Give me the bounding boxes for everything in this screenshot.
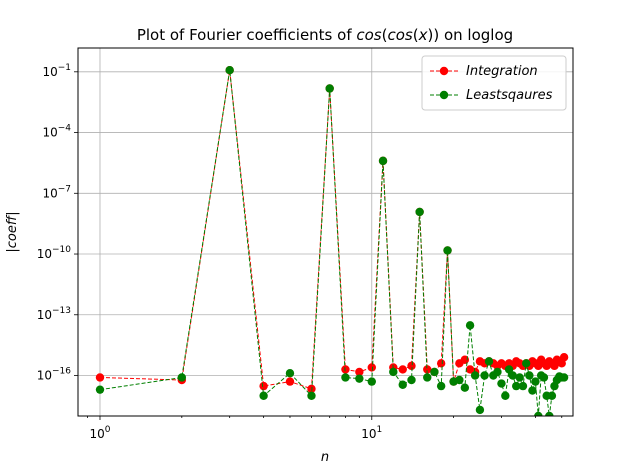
data-point — [559, 353, 569, 362]
y-tick-label: 10−7 — [42, 184, 71, 200]
data-point — [512, 381, 521, 391]
data-point — [177, 373, 187, 382]
data-point — [95, 373, 105, 382]
data-point — [367, 377, 376, 386]
data-point — [436, 381, 446, 391]
data-point — [430, 367, 439, 377]
data-point — [367, 363, 376, 372]
y-tick-label: 10−10 — [37, 245, 72, 261]
data-point — [355, 374, 364, 383]
data-point — [285, 369, 295, 378]
data-point — [547, 391, 557, 400]
data-point — [259, 381, 268, 391]
data-point — [528, 386, 537, 395]
data-point — [518, 381, 528, 391]
legend-marker — [439, 90, 449, 100]
data-point — [415, 207, 424, 217]
data-point — [455, 375, 464, 385]
legend-box — [421, 55, 567, 111]
grid-lines — [78, 48, 573, 416]
x-axis: 100 101 — [87, 416, 563, 441]
data-point — [355, 367, 364, 377]
data-point — [460, 383, 470, 392]
data-point — [378, 156, 388, 166]
data-point — [407, 375, 416, 385]
data-point — [508, 371, 517, 380]
legend-marker — [439, 66, 449, 76]
series-line — [99, 70, 565, 390]
legend-label: Leastsqaures — [466, 88, 553, 103]
y-tick-label: 10−4 — [42, 124, 71, 140]
series-layer — [95, 66, 569, 416]
y-tick-label: 10−16 — [37, 367, 72, 383]
data-point — [504, 365, 514, 374]
data-point — [522, 359, 531, 368]
y-axis-label: |coeff| — [5, 211, 20, 252]
data-point — [341, 373, 350, 382]
data-point — [531, 377, 540, 386]
data-point — [480, 371, 489, 380]
data-point — [484, 357, 494, 366]
data-point — [559, 373, 569, 382]
data-point — [475, 405, 485, 415]
y-tick-label: 10−13 — [37, 306, 71, 322]
y-axis: 10−16 10−13 10−10 10−7 10−4 10−1 — [37, 63, 78, 383]
plot-frame — [77, 47, 574, 417]
data-point — [534, 411, 543, 416]
data-point — [545, 411, 554, 416]
legend: Integration Leastsqaures — [421, 55, 567, 111]
data-point — [307, 391, 316, 400]
data-point — [443, 246, 452, 255]
data-point — [493, 367, 502, 377]
data-point — [398, 380, 407, 389]
x-tick-label: 100 — [89, 425, 110, 441]
data-point — [95, 385, 105, 394]
data-point — [465, 321, 475, 330]
x-axis-label: n — [321, 450, 329, 462]
data-point — [407, 361, 416, 371]
data-point — [497, 379, 506, 388]
legend-label: Integration — [466, 64, 538, 79]
data-point — [225, 66, 234, 75]
data-point — [259, 391, 268, 400]
data-point — [539, 373, 549, 382]
data-point — [501, 391, 510, 400]
series-leastsqaures — [95, 66, 569, 416]
data-point — [423, 365, 432, 374]
chart-title: Plot of Fourier coefficients of cos(cos(… — [137, 26, 513, 44]
data-point — [470, 371, 480, 380]
data-point — [436, 359, 446, 368]
y-tick-label: 10−1 — [42, 63, 71, 79]
data-point — [525, 371, 534, 380]
data-point — [389, 367, 398, 377]
data-point — [423, 373, 432, 382]
data-point — [325, 84, 334, 93]
series-integration — [95, 66, 569, 394]
x-tick-label: 101 — [361, 425, 382, 441]
data-point — [285, 377, 295, 386]
data-point — [515, 373, 524, 382]
data-point — [398, 365, 407, 374]
